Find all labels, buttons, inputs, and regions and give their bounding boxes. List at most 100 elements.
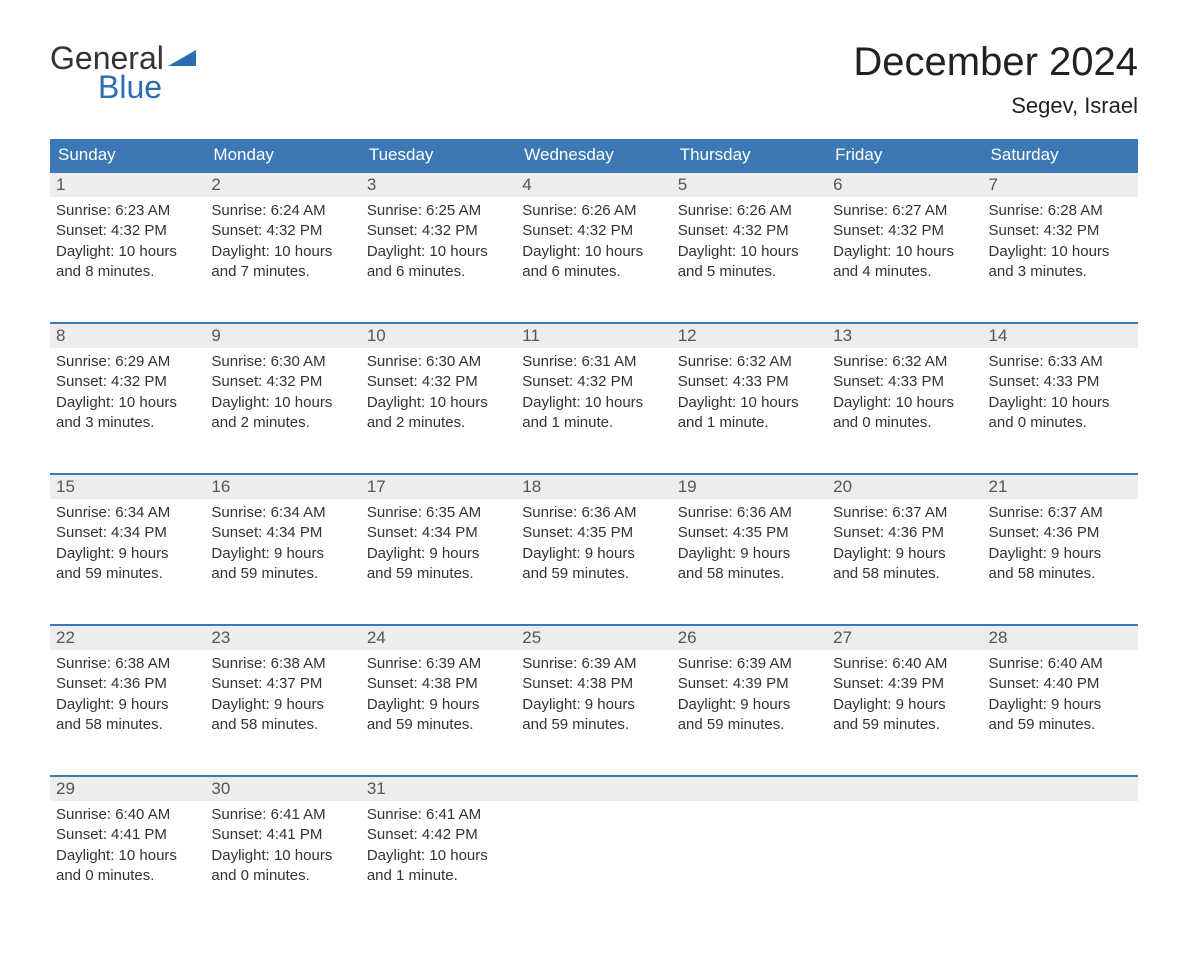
day-line-daylight2: and 0 minutes. [56,866,199,886]
day-line-daylight1: Daylight: 10 hours [367,846,510,866]
day-line-sunset: Sunset: 4:41 PM [56,825,199,845]
day-number-cell: 12 [672,323,827,348]
day-line-daylight2: and 59 minutes. [522,715,665,735]
day-line-daylight1: Daylight: 10 hours [367,393,510,413]
day-number-cell: 14 [983,323,1138,348]
day-number-cell: 6 [827,172,982,197]
day-content: Sunrise: 6:29 AMSunset: 4:32 PMDaylight:… [50,348,205,449]
day-content-cell: Sunrise: 6:32 AMSunset: 4:33 PMDaylight:… [672,348,827,474]
day-line-sunrise: Sunrise: 6:33 AM [989,352,1132,372]
week-number-row: 22232425262728 [50,625,1138,650]
day-line-daylight1: Daylight: 10 hours [833,393,976,413]
day-content: Sunrise: 6:28 AMSunset: 4:32 PMDaylight:… [983,197,1138,298]
day-content: Sunrise: 6:32 AMSunset: 4:33 PMDaylight:… [827,348,982,449]
day-line-sunset: Sunset: 4:32 PM [833,221,976,241]
day-line-sunset: Sunset: 4:32 PM [56,221,199,241]
day-content: Sunrise: 6:30 AMSunset: 4:32 PMDaylight:… [205,348,360,449]
day-line-sunset: Sunset: 4:36 PM [56,674,199,694]
day-header: Monday [205,139,360,172]
day-line-sunrise: Sunrise: 6:27 AM [833,201,976,221]
day-line-daylight1: Daylight: 10 hours [522,242,665,262]
day-number-cell: 7 [983,172,1138,197]
day-line-daylight1: Daylight: 10 hours [56,846,199,866]
day-number-cell: 3 [361,172,516,197]
day-line-daylight2: and 3 minutes. [56,413,199,433]
day-number: 5 [672,173,827,197]
logo-flag-icon [168,46,196,71]
day-content-cell: Sunrise: 6:30 AMSunset: 4:32 PMDaylight:… [361,348,516,474]
calendar-table: SundayMondayTuesdayWednesdayThursdayFrid… [50,139,1138,927]
day-line-daylight2: and 8 minutes. [56,262,199,282]
week-number-row: 891011121314 [50,323,1138,348]
day-content-cell [827,801,982,927]
day-line-daylight2: and 0 minutes. [833,413,976,433]
day-content: Sunrise: 6:23 AMSunset: 4:32 PMDaylight:… [50,197,205,298]
day-content-cell: Sunrise: 6:36 AMSunset: 4:35 PMDaylight:… [516,499,671,625]
day-line-sunrise: Sunrise: 6:39 AM [367,654,510,674]
day-content: Sunrise: 6:26 AMSunset: 4:32 PMDaylight:… [516,197,671,298]
day-content-cell: Sunrise: 6:31 AMSunset: 4:32 PMDaylight:… [516,348,671,474]
day-line-daylight2: and 5 minutes. [678,262,821,282]
week-content-row: Sunrise: 6:29 AMSunset: 4:32 PMDaylight:… [50,348,1138,474]
day-number: 9 [205,324,360,348]
day-line-sunrise: Sunrise: 6:34 AM [56,503,199,523]
day-number-cell [983,776,1138,801]
logo-text-blue: Blue [98,69,196,106]
day-number-cell: 4 [516,172,671,197]
day-line-daylight1: Daylight: 9 hours [367,695,510,715]
week-number-row: 1234567 [50,172,1138,197]
day-number-cell: 9 [205,323,360,348]
day-line-daylight2: and 2 minutes. [211,413,354,433]
day-content-cell: Sunrise: 6:37 AMSunset: 4:36 PMDaylight:… [827,499,982,625]
day-line-sunset: Sunset: 4:33 PM [989,372,1132,392]
day-line-sunrise: Sunrise: 6:40 AM [833,654,976,674]
day-content-cell: Sunrise: 6:39 AMSunset: 4:38 PMDaylight:… [516,650,671,776]
day-line-daylight2: and 58 minutes. [56,715,199,735]
day-content-cell: Sunrise: 6:37 AMSunset: 4:36 PMDaylight:… [983,499,1138,625]
day-content-cell [672,801,827,927]
day-line-daylight2: and 59 minutes. [367,715,510,735]
day-line-sunset: Sunset: 4:32 PM [989,221,1132,241]
day-content-cell: Sunrise: 6:41 AMSunset: 4:41 PMDaylight:… [205,801,360,927]
day-line-sunset: Sunset: 4:32 PM [211,372,354,392]
day-content-cell: Sunrise: 6:26 AMSunset: 4:32 PMDaylight:… [516,197,671,323]
day-number-cell: 21 [983,474,1138,499]
day-content-cell: Sunrise: 6:28 AMSunset: 4:32 PMDaylight:… [983,197,1138,323]
day-number: 27 [827,626,982,650]
day-line-sunset: Sunset: 4:32 PM [522,221,665,241]
day-line-daylight1: Daylight: 9 hours [211,695,354,715]
day-content: Sunrise: 6:38 AMSunset: 4:37 PMDaylight:… [205,650,360,751]
day-line-daylight2: and 59 minutes. [522,564,665,584]
day-line-daylight2: and 2 minutes. [367,413,510,433]
day-line-daylight1: Daylight: 9 hours [522,695,665,715]
day-line-sunrise: Sunrise: 6:37 AM [989,503,1132,523]
day-number: 21 [983,475,1138,499]
day-line-sunset: Sunset: 4:39 PM [833,674,976,694]
day-number: 10 [361,324,516,348]
day-number-cell: 2 [205,172,360,197]
day-number-cell: 28 [983,625,1138,650]
day-number-cell: 17 [361,474,516,499]
day-line-daylight2: and 1 minute. [522,413,665,433]
day-header: Tuesday [361,139,516,172]
day-content-cell: Sunrise: 6:39 AMSunset: 4:38 PMDaylight:… [361,650,516,776]
day-content-cell: Sunrise: 6:38 AMSunset: 4:36 PMDaylight:… [50,650,205,776]
day-content: Sunrise: 6:40 AMSunset: 4:40 PMDaylight:… [983,650,1138,751]
day-number: 19 [672,475,827,499]
day-line-sunset: Sunset: 4:35 PM [522,523,665,543]
day-line-daylight1: Daylight: 10 hours [522,393,665,413]
day-number: 24 [361,626,516,650]
day-number-cell: 19 [672,474,827,499]
day-line-sunset: Sunset: 4:33 PM [833,372,976,392]
day-number-cell: 16 [205,474,360,499]
day-content-cell: Sunrise: 6:40 AMSunset: 4:39 PMDaylight:… [827,650,982,776]
day-header: Thursday [672,139,827,172]
day-number-cell: 8 [50,323,205,348]
day-line-sunrise: Sunrise: 6:36 AM [678,503,821,523]
day-number-cell: 10 [361,323,516,348]
day-number-cell: 18 [516,474,671,499]
day-content-cell: Sunrise: 6:38 AMSunset: 4:37 PMDaylight:… [205,650,360,776]
day-content-cell: Sunrise: 6:26 AMSunset: 4:32 PMDaylight:… [672,197,827,323]
day-line-sunset: Sunset: 4:34 PM [367,523,510,543]
day-number: 7 [983,173,1138,197]
